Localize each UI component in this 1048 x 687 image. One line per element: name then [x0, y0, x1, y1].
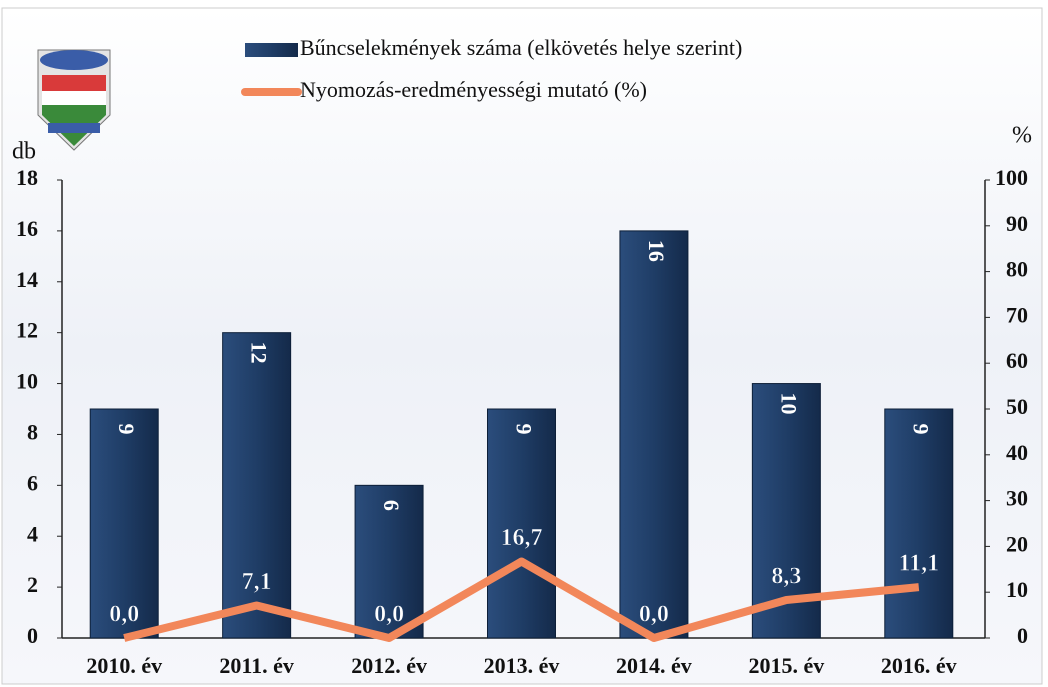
- line-value-label: 0,0: [374, 602, 404, 628]
- y2-tick-label: 50: [1006, 394, 1028, 419]
- x-tick-label: 2014. év: [616, 653, 692, 678]
- y2-tick-label: 80: [1006, 257, 1028, 282]
- y2-tick-label: 10: [1006, 577, 1028, 602]
- y2-tick-label: 0: [1017, 623, 1028, 648]
- x-tick-label: 2012. év: [351, 653, 427, 678]
- y-tick-label: 8: [27, 419, 38, 444]
- x-tick-label: 2010. év: [86, 653, 162, 678]
- bar-value-label: 6: [379, 500, 404, 511]
- y-tick-label: 12: [16, 318, 38, 343]
- bar: [354, 484, 424, 639]
- x-tick-label: 2016. év: [881, 653, 957, 678]
- y2-tick-label: 100: [995, 165, 1028, 190]
- legend-label: Nyomozás-eredményességi mutató (%): [300, 77, 647, 102]
- x-tick-label: 2015. év: [748, 653, 824, 678]
- y2-tick-label: 20: [1006, 531, 1028, 556]
- y-tick-label: 18: [16, 165, 38, 190]
- bar: [619, 230, 689, 639]
- logo: [37, 49, 111, 151]
- y-tick-label: 16: [16, 216, 38, 241]
- y-tick-label: 4: [27, 521, 38, 546]
- line-value-label: 8,3: [771, 563, 801, 589]
- y2-tick-label: 60: [1006, 348, 1028, 373]
- y-tick-label: 0: [27, 623, 38, 648]
- bar: [884, 408, 954, 639]
- y2-axis-label: %: [1012, 123, 1032, 149]
- y-axis-label: db: [12, 139, 36, 165]
- bar-value-label: 12: [247, 342, 272, 364]
- y2-tick-label: 30: [1006, 486, 1028, 511]
- y-tick-label: 6: [27, 470, 38, 495]
- bar: [487, 408, 556, 639]
- line-value-label: 16,7: [501, 525, 543, 551]
- legend-swatch: [245, 43, 298, 57]
- line: [123, 557, 920, 642]
- y2-tick-label: 70: [1006, 302, 1028, 327]
- y-tick-label: 14: [16, 267, 38, 292]
- line-value-label: 0,0: [639, 602, 669, 628]
- y2-tick-label: 90: [1006, 211, 1028, 236]
- bar-value-label: 9: [114, 424, 139, 435]
- line-value-label: 0,0: [109, 602, 139, 628]
- legend-label: Bűncselekmények száma (elkövetés helye s…: [300, 35, 742, 60]
- x-tick-label: 2011. év: [219, 653, 294, 678]
- bar-value-label: 9: [511, 424, 536, 435]
- bar-value-label: 16: [644, 240, 669, 262]
- line-value-label: 11,1: [898, 551, 939, 577]
- bar-value-label: 10: [776, 393, 801, 415]
- bar: [222, 332, 292, 639]
- bar-value-label: 9: [909, 424, 934, 435]
- line-value-label: 7,1: [242, 569, 272, 595]
- bar: [89, 408, 159, 639]
- x-tick-label: 2013. év: [484, 653, 560, 678]
- y2-tick-label: 40: [1006, 440, 1028, 465]
- y-tick-label: 2: [27, 572, 38, 597]
- y-tick-label: 10: [16, 369, 38, 394]
